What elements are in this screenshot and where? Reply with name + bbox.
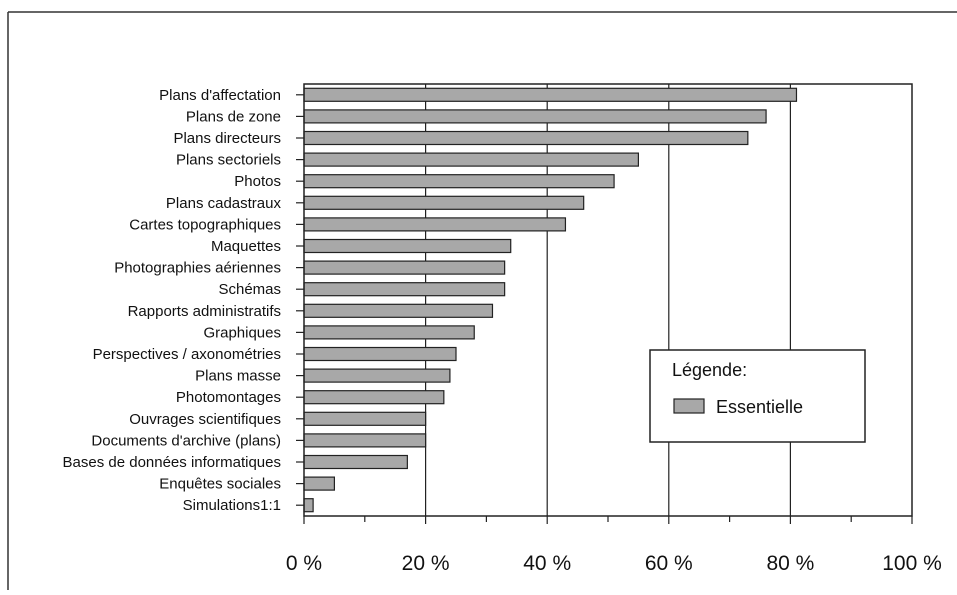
category-label: Photographies aériennes bbox=[114, 260, 281, 277]
legend-series-name: Essentielle bbox=[716, 397, 803, 417]
bars-group bbox=[303, 87, 798, 513]
bar bbox=[303, 260, 506, 275]
bar bbox=[303, 282, 506, 297]
category-label: Graphiques bbox=[203, 324, 281, 341]
category-label: Simulations1:1 bbox=[183, 497, 281, 514]
bar bbox=[303, 390, 445, 405]
x-tick-label: 40 % bbox=[523, 552, 571, 575]
bar bbox=[303, 238, 512, 254]
legend: Légende: Essentielle bbox=[649, 349, 866, 443]
bar bbox=[303, 130, 749, 146]
x-tick-label: 100 % bbox=[882, 552, 942, 575]
legend-box bbox=[649, 349, 866, 443]
category-label: Bases de données informatiques bbox=[63, 454, 281, 471]
bar bbox=[303, 498, 314, 513]
x-axis-ticks: 0 % 20 % 40 % 60 % 80 % 100 % bbox=[286, 516, 942, 575]
category-label: Documents d'archive (plans) bbox=[91, 432, 281, 449]
bar bbox=[303, 433, 427, 448]
bar bbox=[303, 109, 767, 124]
bar bbox=[303, 152, 639, 167]
y-axis-ticks bbox=[296, 94, 304, 506]
category-label: Plans masse bbox=[195, 368, 281, 385]
bar bbox=[303, 368, 451, 383]
category-label: Perspectives / axonométries bbox=[93, 346, 281, 363]
category-label: Cartes topographiques bbox=[129, 216, 281, 233]
category-label: Rapports administratifs bbox=[128, 303, 281, 320]
bar bbox=[303, 217, 567, 232]
x-tick-label: 20 % bbox=[402, 552, 450, 575]
bar bbox=[303, 325, 475, 340]
category-label: Photos bbox=[234, 173, 281, 190]
category-label: Ouvrages scientifiques bbox=[129, 411, 281, 428]
category-label: Enquêtes sociales bbox=[159, 476, 281, 493]
bar bbox=[303, 476, 335, 491]
category-label: Plans cadastraux bbox=[166, 195, 282, 212]
category-label: Plans d'affectation bbox=[159, 87, 281, 104]
legend-title: Légende: bbox=[672, 360, 747, 380]
category-label: Plans sectoriels bbox=[176, 152, 281, 169]
bar bbox=[303, 346, 457, 362]
bar bbox=[303, 195, 585, 210]
category-label: Photomontages bbox=[176, 389, 281, 406]
gridlines bbox=[425, 84, 792, 516]
bar bbox=[303, 411, 427, 426]
legend-swatch bbox=[673, 398, 705, 414]
x-tick-label: 60 % bbox=[645, 552, 693, 575]
category-labels: Plans d'affectation Plans de zone Plans di… bbox=[63, 87, 282, 514]
x-tick-label: 80 % bbox=[766, 552, 814, 575]
bar bbox=[303, 303, 494, 318]
category-label: Plans directeurs bbox=[173, 130, 281, 147]
bar bbox=[303, 174, 615, 189]
bar bbox=[303, 454, 408, 470]
bar bbox=[303, 87, 798, 102]
plot-area-border bbox=[303, 83, 913, 517]
category-label: Maquettes bbox=[211, 238, 281, 255]
x-tick-label: 0 % bbox=[286, 552, 322, 575]
category-label: Plans de zone bbox=[186, 108, 281, 125]
category-label: Schémas bbox=[218, 281, 281, 298]
